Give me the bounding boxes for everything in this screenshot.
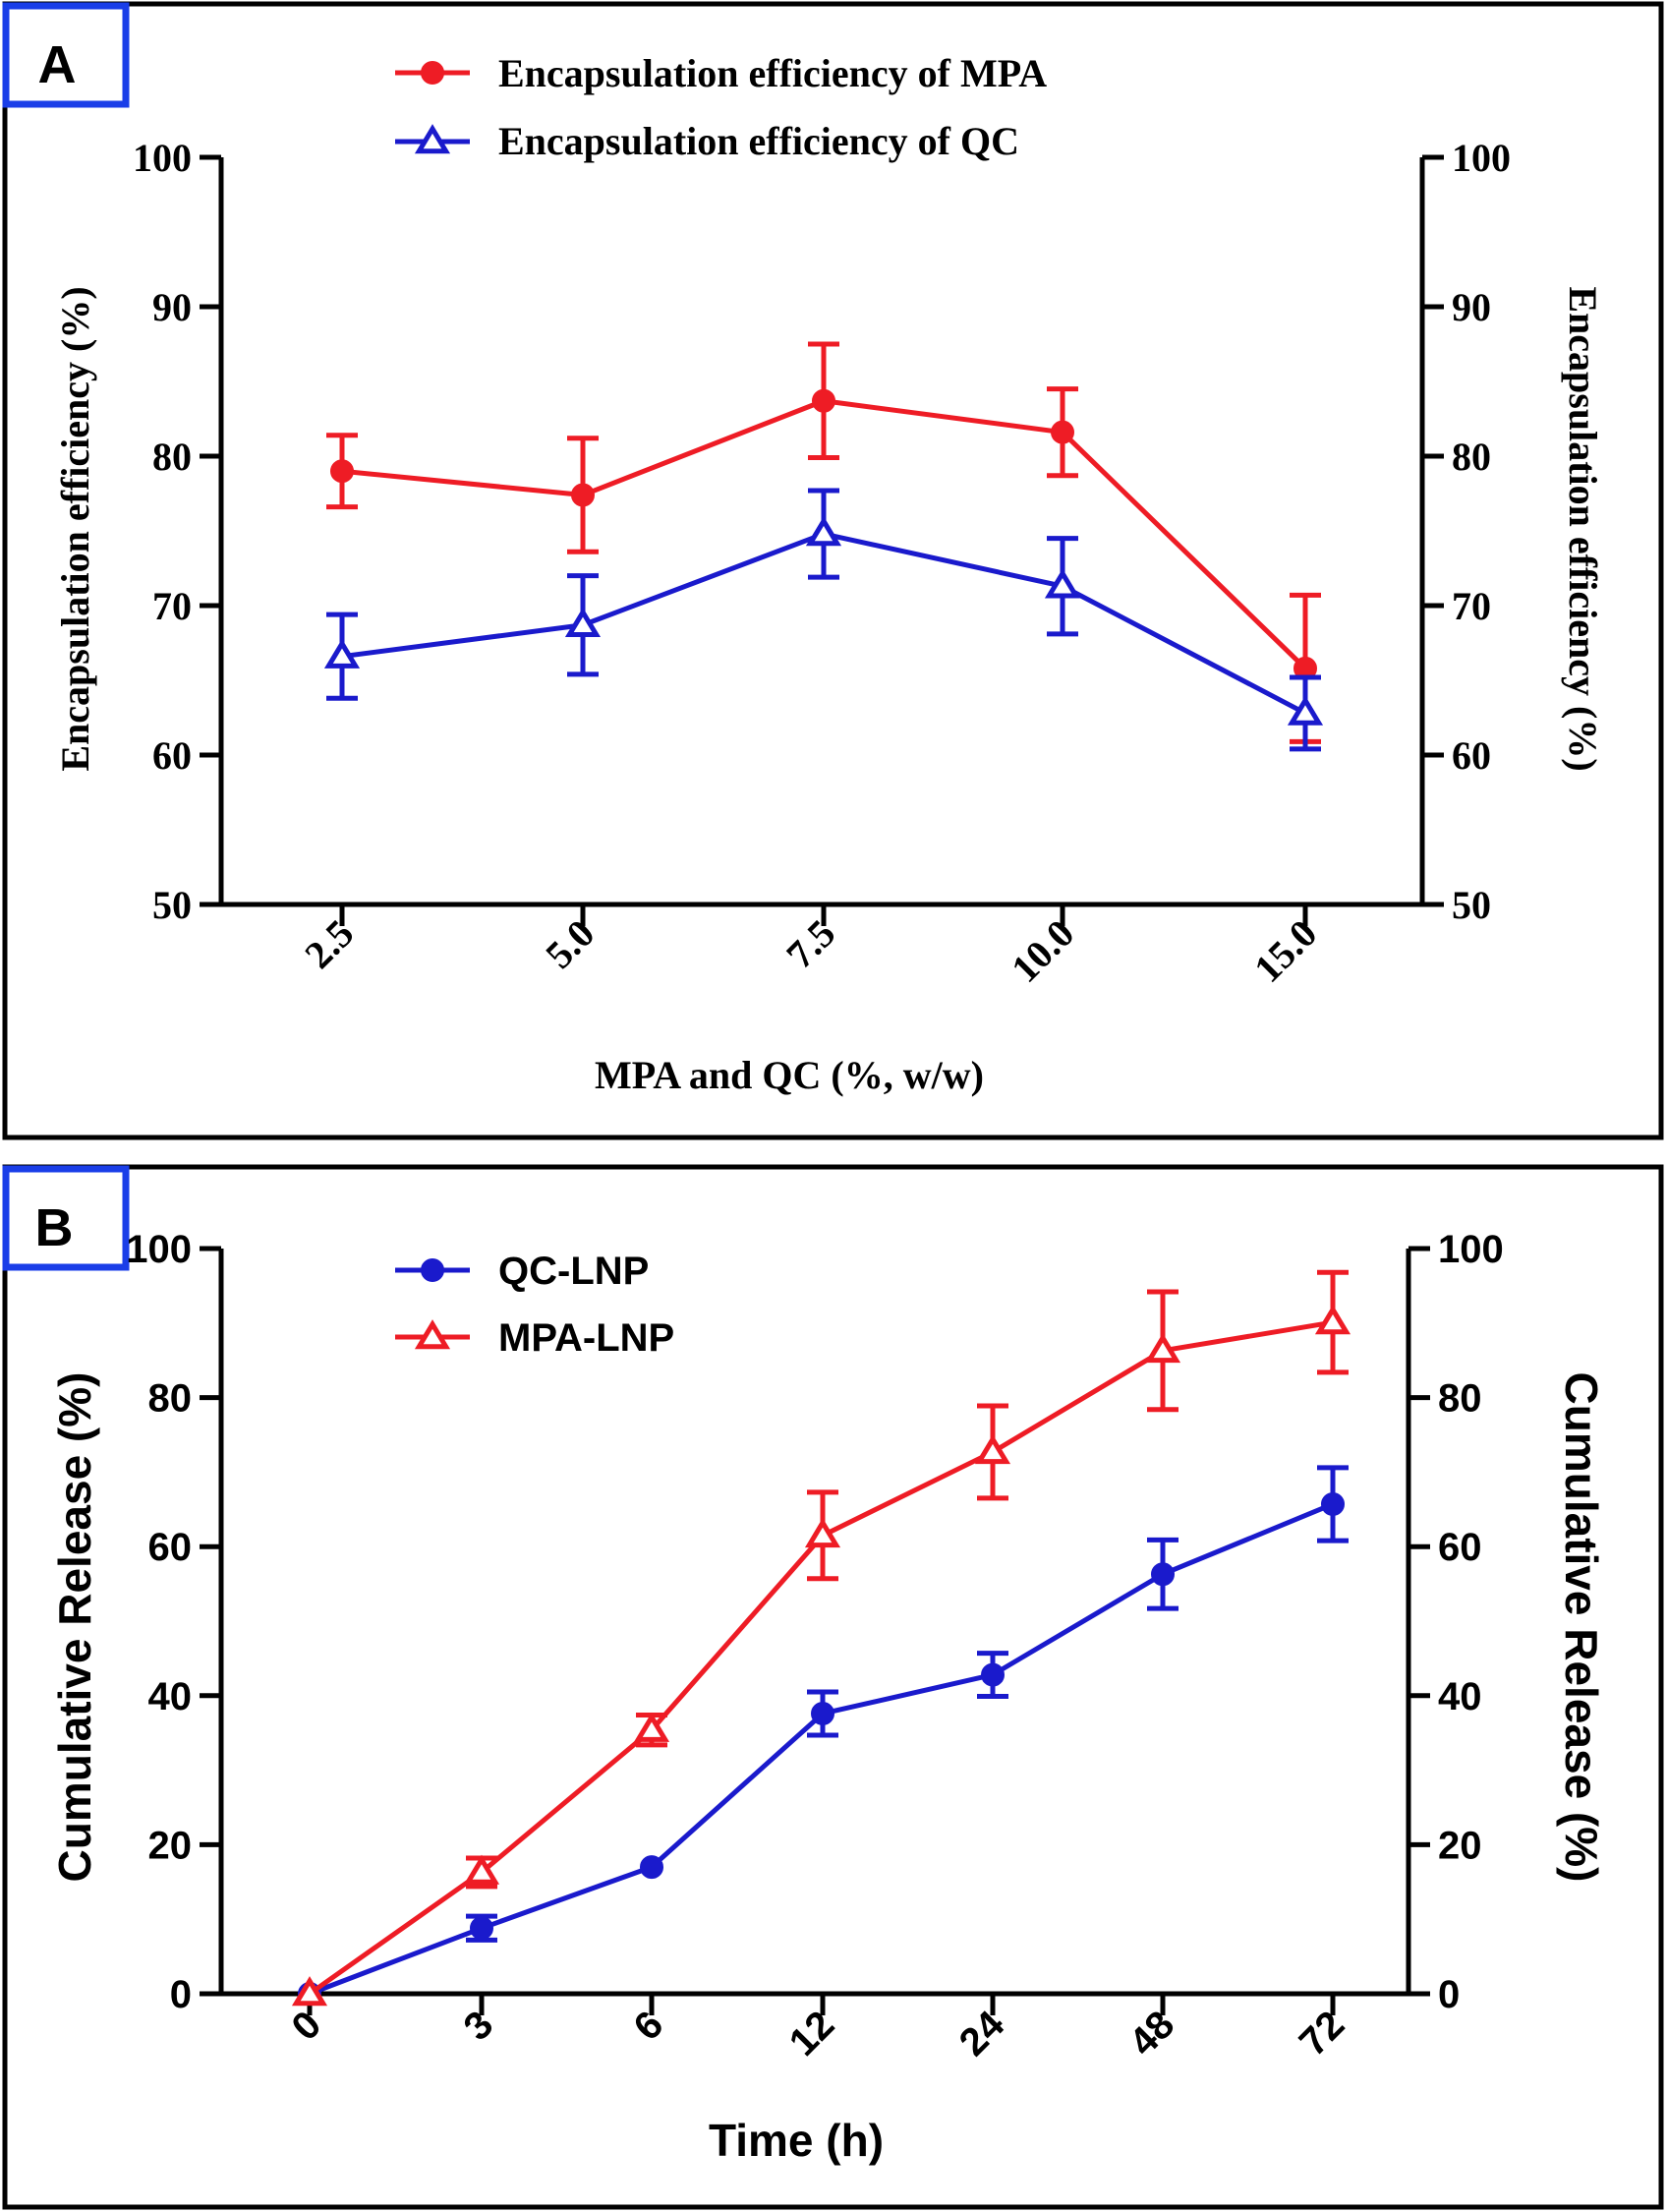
legend-mpa-lnp-label: MPA-LNP (498, 1316, 674, 1360)
data-point-1-4 (811, 1701, 834, 1725)
legend-symbol (414, 124, 451, 154)
panel-b-x-label: Time (h) (709, 2115, 884, 2166)
legend-qc-lnp-label: QC-LNP (498, 1250, 649, 1293)
y-tick-label-left: 100 (133, 136, 192, 180)
x-tick-label: 2.5 (296, 911, 362, 977)
panel-b-label-box (2, 1165, 130, 1271)
panel-a-label-box (2, 2, 130, 108)
y-tick-label-left: 60 (148, 1526, 193, 1569)
panel-b-legend: QC-LNP MPA-LNP (395, 1250, 674, 1360)
panel-a-x-ticks: 2.5 5.0 7.5 10.0 15.0 (296, 904, 1325, 991)
y-tick-label-right: 0 (1438, 1973, 1460, 2016)
data-point-2-7 (1314, 1305, 1351, 1335)
y-tick-label-right: 50 (1452, 883, 1491, 927)
panel-b-y-label-right: Cumulative Release (%) (1556, 1372, 1607, 1883)
data-point-1-1 (330, 459, 354, 484)
data-point-2-2 (564, 607, 602, 638)
data-point-1-3 (640, 1855, 663, 1880)
y-tick-label-right: 80 (1452, 435, 1491, 479)
panel-a-legend: Encapsulation efficiency of MPA Encapsul… (395, 51, 1047, 163)
y-tick-label-right: 20 (1438, 1824, 1482, 1867)
y-tick-label-left: 90 (152, 285, 192, 329)
legend-qc-marker (395, 124, 470, 154)
legend-symbol (421, 61, 444, 85)
y-tick-label-left: 60 (152, 733, 192, 778)
panel-a-y-label-left: Encapsulation efficiency (%) (53, 286, 97, 771)
y-tick-label-right: 70 (1452, 584, 1491, 628)
panel-b-frame (2, 1164, 1664, 2210)
x-tick-label: 0 (284, 2003, 330, 2049)
y-tick-label-right: 40 (1438, 1675, 1482, 1718)
y-tick-label-right: 80 (1438, 1377, 1482, 1421)
panel-a-series (323, 341, 1324, 752)
y-tick-label-right: 90 (1452, 285, 1491, 329)
legend-mpa-marker (395, 61, 470, 85)
panel-a-frame (2, 1, 1664, 1140)
y-tick-label-right: 60 (1452, 733, 1491, 778)
x-tick-label: 72 (1292, 2003, 1353, 2065)
data-point-1-2 (571, 483, 595, 507)
x-tick-label: 12 (781, 2003, 843, 2065)
y-tick-label-left: 40 (148, 1675, 193, 1718)
legend-symbol (421, 1258, 444, 1282)
panel-a-left-ticks: 50 60 70 80 90 100 (133, 136, 221, 927)
y-tick-label-right: 60 (1438, 1526, 1482, 1569)
y-tick-label-right: 100 (1452, 136, 1511, 180)
x-tick-label: 7.5 (777, 911, 843, 977)
legend-symbol (414, 1319, 451, 1350)
legend-mpa-label: Encapsulation efficiency of MPA (498, 51, 1047, 95)
panel-a-y-label-right: Encapsulation efficiency (%) (1561, 286, 1605, 771)
data-point-2-1 (323, 638, 361, 669)
x-tick-label: 48 (1121, 2003, 1183, 2065)
data-point-2-6 (1144, 1332, 1181, 1364)
panel-b-right-ticks: 0 20 40 60 80 100 (1408, 1228, 1504, 2016)
x-tick-label: 3 (456, 2003, 502, 2049)
panel-b-y-label-left: Cumulative Release (%) (49, 1372, 100, 1883)
panel-b-left-ticks: 0 20 40 60 80 100 (126, 1228, 221, 2016)
data-point-2-4 (1044, 568, 1081, 599)
panel-b-series (291, 1269, 1351, 2007)
x-tick-label: 15.0 (1245, 911, 1325, 991)
y-tick-label-left: 80 (152, 435, 192, 479)
legend-qc-lnp-marker (395, 1258, 470, 1282)
data-point-1-2 (470, 1916, 493, 1941)
legend-mpa-lnp-marker (395, 1319, 470, 1350)
x-tick-label: 10.0 (1003, 911, 1082, 991)
data-point-2-2 (463, 1854, 500, 1885)
data-point-2-4 (804, 1517, 841, 1548)
y-tick-label-left: 100 (126, 1228, 192, 1271)
y-tick-label-left: 0 (170, 1973, 192, 2016)
data-point-2-3 (805, 516, 842, 547)
data-point-2-1 (291, 1976, 328, 2007)
y-tick-label-left: 50 (152, 883, 192, 927)
panel-a-label: A (38, 35, 77, 94)
panel-a-x-label: MPA and QC (%, w/w) (595, 1053, 984, 1097)
panel-a-right-ticks: 50 60 70 80 90 100 (1422, 136, 1511, 927)
y-tick-label-left: 80 (148, 1377, 193, 1421)
legend-qc-label: Encapsulation efficiency of QC (498, 119, 1019, 163)
y-tick-label-left: 20 (148, 1824, 193, 1867)
panel-b-label: B (35, 1198, 74, 1257)
data-point-1-4 (1051, 420, 1074, 444)
data-point-2-5 (1287, 695, 1324, 726)
data-point-1-7 (1321, 1491, 1345, 1516)
panel-b-x-ticks: 0 3 6 12 24 48 72 (284, 1994, 1353, 2065)
x-tick-label: 6 (626, 2003, 672, 2049)
data-point-1-5 (981, 1662, 1005, 1687)
x-tick-label: 5.0 (537, 911, 603, 977)
data-point-1-6 (1151, 1562, 1175, 1587)
y-tick-label-right: 100 (1438, 1228, 1504, 1271)
data-point-2-3 (633, 1712, 670, 1742)
series-line-2 (308, 1319, 1334, 1997)
data-point-2-5 (974, 1434, 1011, 1465)
x-tick-label: 24 (951, 2003, 1013, 2065)
y-tick-label-left: 70 (152, 584, 192, 628)
panel-a: A Encapsulation efficiency of MPA Encaps… (2, 1, 1664, 1140)
data-point-1-3 (812, 388, 835, 413)
